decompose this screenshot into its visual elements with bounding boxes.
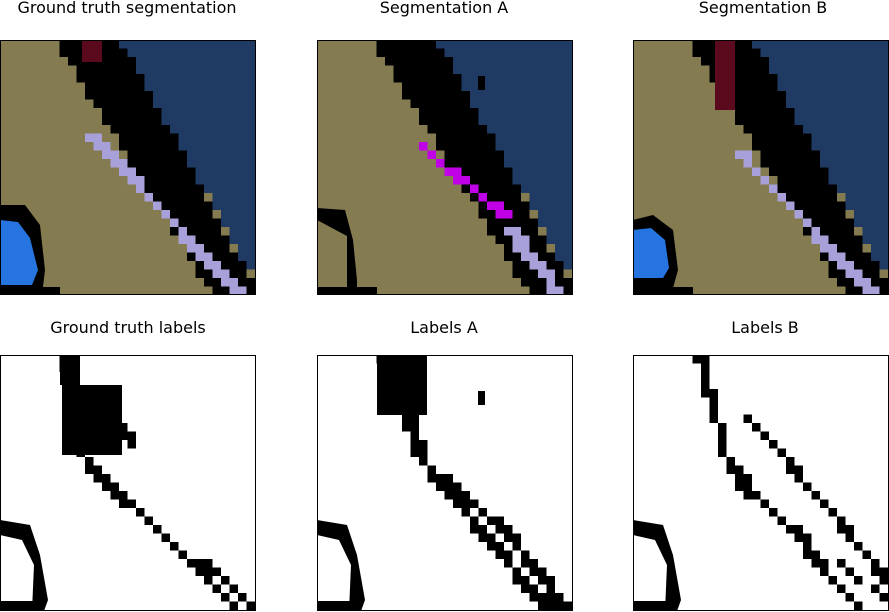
panel-title-seg-b: Segmentation B xyxy=(698,0,828,17)
boundary-curve xyxy=(76,465,187,559)
labels-a-image xyxy=(317,355,573,611)
ground-truth-labels-image xyxy=(0,355,256,611)
boundary-curve xyxy=(119,431,136,449)
panel-frame xyxy=(317,355,573,611)
stripe-lavender xyxy=(495,227,564,295)
bottom-strip xyxy=(633,287,693,295)
boundary-curve xyxy=(178,559,255,610)
boundary-curve xyxy=(692,355,735,466)
region-maroon xyxy=(82,40,102,62)
stripe-lavender xyxy=(76,133,247,295)
panel-title-labels-a: Labels A xyxy=(410,318,478,337)
boundary-curve xyxy=(0,520,48,611)
region-navy xyxy=(118,40,256,295)
panel-frame xyxy=(0,355,256,611)
boundary-curve xyxy=(633,520,681,611)
segmentation-b-image xyxy=(633,40,889,295)
blob-outline xyxy=(317,208,357,295)
region-maroon xyxy=(715,40,735,110)
ground-truth-segmentation-image xyxy=(0,40,256,295)
boundary-band xyxy=(51,40,255,295)
panel-title-gt-labels: Ground truth labels xyxy=(50,318,206,337)
region-blue xyxy=(633,228,669,278)
panel-title-labels-b: Labels B xyxy=(731,318,799,337)
panel-frame xyxy=(0,40,256,295)
boundary-curve xyxy=(837,525,889,593)
region-navy xyxy=(435,40,573,295)
panel-frame xyxy=(317,40,573,295)
boundary-curve xyxy=(402,457,513,534)
stripe-lavender xyxy=(726,150,880,295)
labels-b-image xyxy=(633,355,889,611)
boundary-curve xyxy=(62,385,122,455)
boundary-curve xyxy=(726,482,820,559)
boundary-curve xyxy=(633,601,673,611)
panel-title-seg-a: Segmentation A xyxy=(379,0,509,17)
boundary-curve xyxy=(811,559,889,610)
bottom-strip xyxy=(317,287,377,295)
speck xyxy=(478,76,485,90)
boundary-curve xyxy=(317,601,357,611)
boundary-curve xyxy=(377,355,427,415)
region-navy xyxy=(751,40,889,295)
boundary-curve xyxy=(419,465,555,610)
segmentation-a-image xyxy=(317,40,573,295)
boundary-curve xyxy=(0,601,40,611)
speck xyxy=(478,391,485,405)
boundary-curve xyxy=(735,414,846,525)
region-blue xyxy=(0,220,38,285)
boundary-curve xyxy=(317,520,365,611)
bottom-strip xyxy=(0,287,60,295)
panel-title-gt-seg: Ground truth segmentation xyxy=(17,0,237,17)
boundary-curve xyxy=(60,355,80,385)
stripe-magenta xyxy=(402,142,513,219)
boundary-curve xyxy=(495,533,572,610)
